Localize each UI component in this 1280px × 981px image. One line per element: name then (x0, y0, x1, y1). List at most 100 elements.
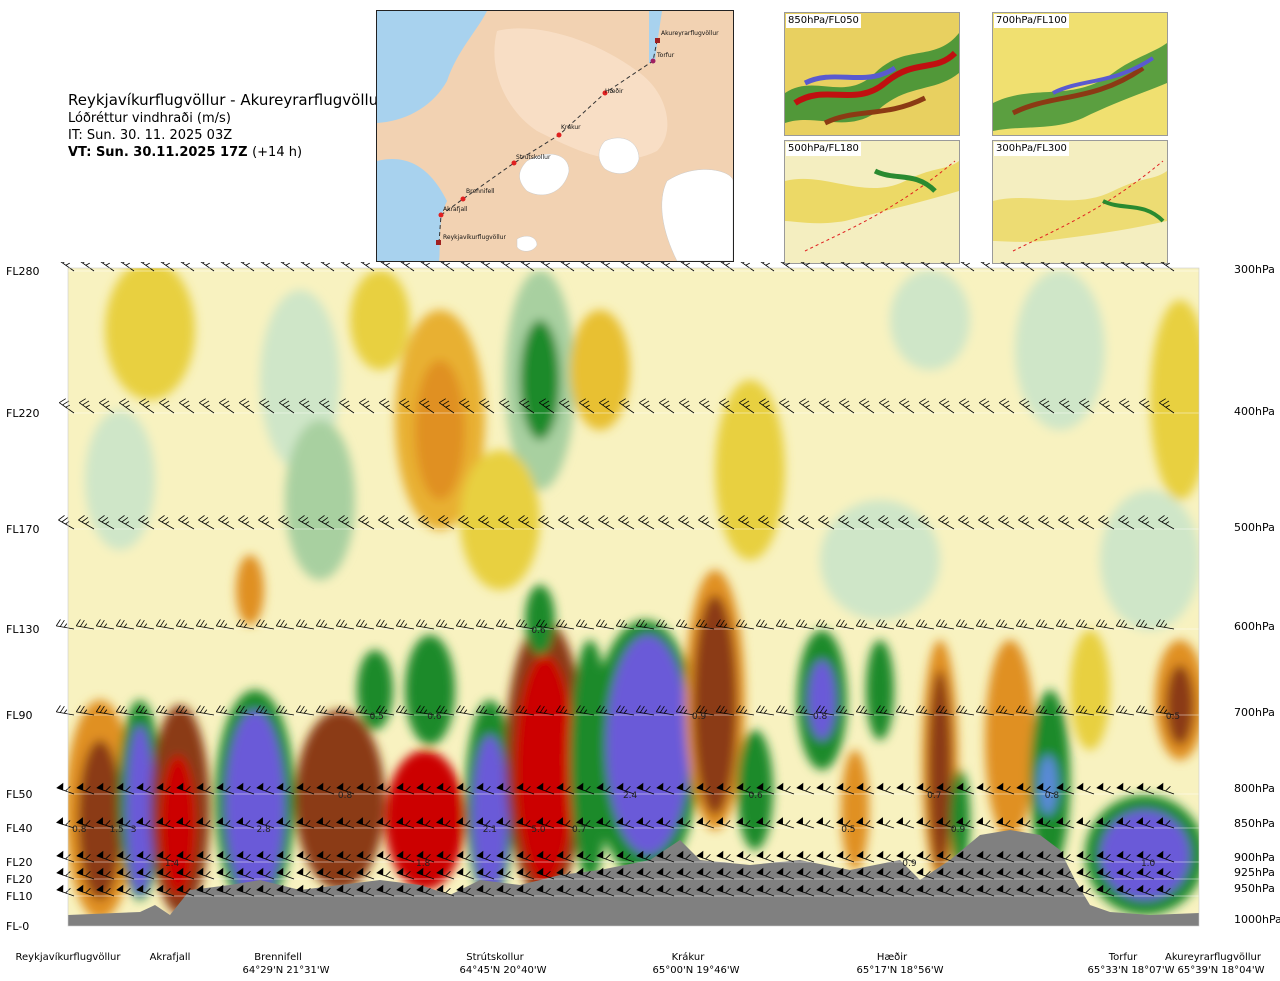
wind-barb (1155, 705, 1175, 716)
wind-barb (895, 705, 915, 716)
wind-barb (879, 262, 895, 272)
wind-barb (996, 867, 1015, 880)
wind-barb (499, 262, 515, 272)
wind-barb (698, 515, 715, 530)
wind-barb (1116, 817, 1135, 829)
wind-barb (419, 398, 435, 414)
thumbnail-500hpa-image (785, 141, 959, 263)
wind-barb (1055, 705, 1075, 716)
wind-barb (76, 884, 95, 897)
wind-barb (979, 398, 995, 414)
wind-barb (416, 884, 435, 897)
wind-barb (99, 262, 115, 272)
wind-barb (596, 817, 615, 829)
wind-barb (1159, 398, 1175, 414)
pressure-level-label: 800hPa (1234, 782, 1275, 795)
wind-barb (235, 619, 255, 630)
wind-barb (96, 850, 115, 863)
wind-barb (136, 817, 155, 829)
wind-barb (876, 884, 895, 897)
station-coord: 64°29'N 21°31'W (243, 965, 330, 976)
wind-barb (798, 515, 815, 530)
wind-barb (518, 515, 535, 530)
wind-barb (559, 398, 575, 414)
wind-barb (916, 867, 935, 880)
thumbnail-500hpa[interactable]: 500hPa/FL180 (784, 140, 960, 264)
wind-barb (1156, 817, 1175, 829)
wind-barb (156, 782, 175, 795)
wind-barb (999, 262, 1015, 272)
wind-barb (75, 705, 95, 716)
wind-barb (836, 782, 855, 795)
map-label-akureyri: Akureyrarflugvöllur (661, 30, 719, 37)
wind-barb (396, 867, 415, 880)
value-label: 0.8 (1045, 791, 1060, 801)
wind-barb (1036, 867, 1055, 880)
wind-barb (758, 515, 775, 530)
wind-barb (636, 817, 655, 829)
value-label: 0.5 (370, 712, 384, 722)
wind-barb (896, 782, 915, 795)
flight-level-label: FL90 (6, 709, 32, 722)
wind-barb (399, 262, 415, 272)
wind-barb (919, 262, 935, 272)
wind-barb (658, 515, 675, 530)
wind-barb (695, 619, 715, 630)
wind-barb (95, 705, 115, 716)
wind-barb (1135, 705, 1155, 716)
wind-barb (116, 850, 135, 863)
wind-barb (959, 262, 975, 272)
thumbnail-850hpa[interactable]: 850hPa/FL050 (784, 12, 960, 136)
route-map: Akureyrarflugvöllur Torfur Hæðir Krákur … (376, 10, 734, 262)
wind-barb (1019, 262, 1035, 272)
wind-barb (1016, 817, 1035, 829)
wind-barb (555, 619, 575, 630)
wind-barb (875, 705, 895, 716)
wind-barb (496, 884, 515, 897)
wind-barb (1036, 817, 1055, 829)
value-label: 0.8 (72, 825, 87, 835)
thumbnail-300hpa[interactable]: 300hPa/FL300 (992, 140, 1168, 264)
wind-barb (976, 884, 995, 897)
wind-barb (199, 398, 215, 414)
thumbnail-850hpa-label: 850hPa/FL050 (786, 14, 861, 28)
wind-barb (1096, 817, 1115, 829)
wind-barb (1116, 884, 1135, 897)
wind-barb (255, 705, 275, 716)
wind-barb (1056, 850, 1075, 863)
wind-barb (256, 850, 275, 863)
wind-barb (936, 884, 955, 897)
wind-barb (359, 398, 375, 414)
wind-barb (618, 515, 635, 530)
pressure-axis: 300hPa 400hPa 500hPa 600hPa 700hPa 800hPa 850h… (1234, 263, 1280, 926)
wind-barb (158, 515, 175, 530)
wind-barb (278, 515, 295, 530)
wind-barb (1099, 262, 1115, 272)
wind-barb (59, 262, 75, 272)
wind-barb (799, 398, 815, 414)
issue-time: IT: Sun. 30. 11. 2025 03Z (68, 128, 233, 143)
flight-level-label: FL280 (6, 265, 39, 278)
wind-barb (696, 782, 715, 795)
station-axis: Reykjavíkurflugvöllur Akrafjall Brennifell… (16, 951, 1265, 976)
wind-barb (356, 850, 375, 863)
wind-barb (715, 619, 735, 630)
station-coord: 65°17'N 18°56'W (857, 965, 944, 976)
wind-barb (1155, 619, 1175, 630)
wind-barb (796, 782, 815, 795)
wind-barb (575, 705, 595, 716)
wind-barb (636, 867, 655, 880)
value-label: 0.9 (951, 825, 966, 835)
wind-barb (1076, 884, 1095, 897)
wind-barb (1055, 619, 1075, 630)
wind-barb (876, 867, 895, 880)
wind-barb (378, 515, 395, 530)
thumbnail-700hpa[interactable]: 700hPa/FL100 (992, 12, 1168, 136)
wind-barb (896, 850, 915, 863)
wind-barb (296, 782, 315, 795)
wind-barb (316, 867, 335, 880)
wind-barb (439, 398, 455, 414)
wind-barb (1019, 398, 1035, 414)
wind-barb (536, 867, 555, 880)
wind-barb (759, 262, 775, 272)
